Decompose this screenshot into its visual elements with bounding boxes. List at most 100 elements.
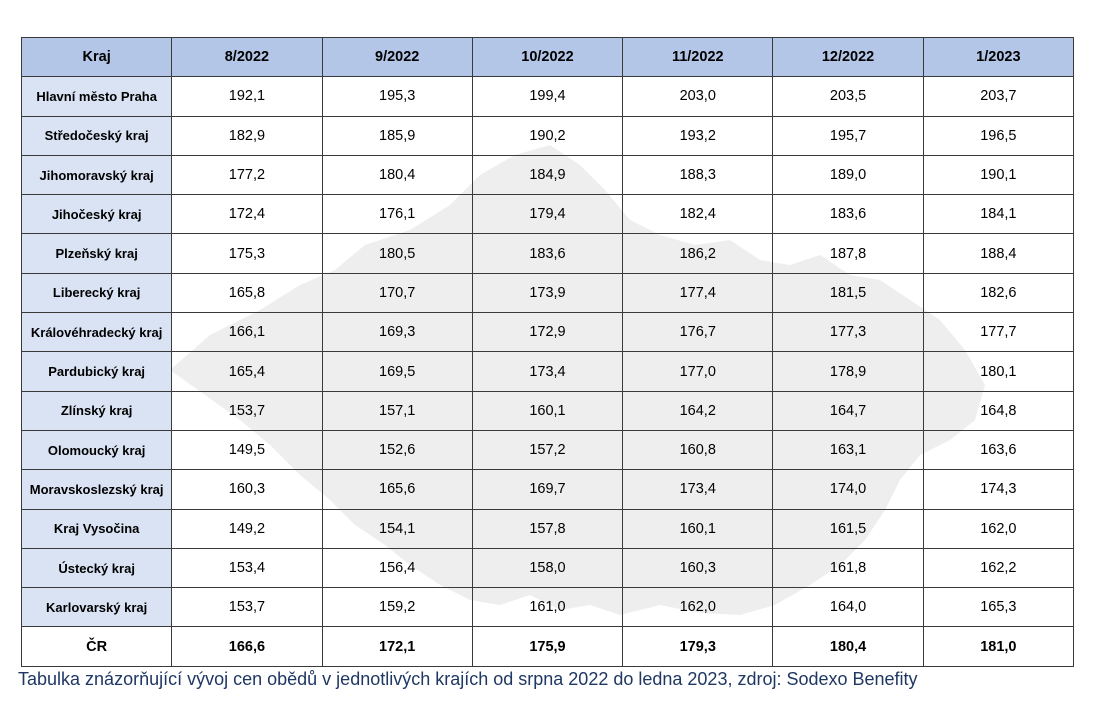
price-cell: 182,4	[622, 194, 774, 235]
price-cell: 164,0	[772, 587, 924, 628]
table-row: Moravskoslezský kraj 160,3 165,6 169,7 173,4…	[20, 469, 1075, 510]
price-cell: 172,9	[471, 312, 624, 353]
price-cell: 157,8	[471, 508, 624, 549]
price-cell: 180,4	[321, 154, 473, 196]
table-row: Středočeský kraj 182,9 185,9 190,2 193,2 195,…	[20, 115, 1075, 156]
price-cell: 192,1	[171, 76, 323, 117]
total-price-cell: 179,3	[622, 626, 774, 667]
price-cell: 157,1	[321, 390, 473, 431]
price-cell: 190,1	[922, 154, 1075, 196]
price-cell: 199,4	[471, 76, 624, 117]
price-cell: 176,7	[622, 312, 774, 353]
price-cell: 174,3	[922, 469, 1075, 510]
price-cell: 183,6	[772, 194, 924, 235]
price-cell: 156,4	[321, 547, 473, 589]
region-name: Jihomoravský kraj	[20, 154, 173, 196]
region-name: Olomoucký kraj	[20, 429, 173, 471]
price-cell: 182,6	[922, 272, 1075, 314]
price-cell: 169,5	[321, 351, 473, 392]
price-cell: 203,0	[622, 76, 774, 117]
price-cell: 178,9	[772, 351, 924, 392]
table-header-row: Kraj 8/2022 9/2022 10/2022 11/2022 12/20…	[20, 36, 1075, 78]
price-cell: 183,6	[471, 233, 624, 274]
region-name: Zlínský kraj	[20, 390, 173, 431]
price-cell: 153,7	[171, 587, 323, 628]
price-cell: 203,7	[922, 76, 1075, 117]
region-name: Pardubický kraj	[20, 351, 173, 392]
price-cell: 164,8	[922, 390, 1075, 431]
price-cell: 188,4	[922, 233, 1075, 274]
table-row: Karlovarský kraj 153,7 159,2 161,0 162,0 164,…	[20, 587, 1075, 628]
table-row: Kraj Vysočina 149,2 154,1 157,8 160,1 161,5 16…	[20, 508, 1075, 549]
total-price-cell: 166,6	[171, 626, 323, 667]
price-cell: 177,4	[622, 272, 774, 314]
column-header-region: Kraj	[20, 36, 173, 78]
price-cell: 184,1	[922, 194, 1075, 235]
price-cell: 162,2	[922, 547, 1075, 589]
price-cell: 193,2	[622, 115, 774, 156]
price-cell: 158,0	[471, 547, 624, 589]
total-price-cell: 181,0	[922, 626, 1075, 667]
table-row: Zlínský kraj 153,7 157,1 160,1 164,2 164,7 164…	[20, 390, 1075, 431]
price-cell: 160,8	[622, 429, 774, 471]
price-cell: 160,1	[622, 508, 774, 549]
price-cell: 170,7	[321, 272, 473, 314]
price-cell: 165,4	[171, 351, 323, 392]
price-cell: 175,3	[171, 233, 323, 274]
price-cell: 169,3	[321, 312, 473, 353]
total-label: ČR	[20, 626, 173, 667]
price-cell: 177,3	[772, 312, 924, 353]
total-price-cell: 172,1	[321, 626, 473, 667]
price-cell: 154,1	[321, 508, 473, 549]
price-cell: 149,2	[171, 508, 323, 549]
price-cell: 165,3	[922, 587, 1075, 628]
lunch-price-table: Kraj 8/2022 9/2022 10/2022 11/2022 12/20…	[20, 36, 1075, 667]
region-name: Plzeňský kraj	[20, 233, 173, 274]
price-cell: 180,1	[922, 351, 1075, 392]
column-header-month: 1/2023	[922, 36, 1075, 78]
price-cell: 157,2	[471, 429, 624, 471]
table-row: Hlavní město Praha 192,1 195,3 199,4 203,0 20…	[20, 76, 1075, 117]
region-name: Moravskoslezský kraj	[20, 469, 173, 510]
price-cell: 195,7	[772, 115, 924, 156]
region-name: Karlovarský kraj	[20, 587, 173, 628]
price-cell: 174,0	[772, 469, 924, 510]
table-body: Hlavní město Praha 192,1 195,3 199,4 203,0 20…	[20, 76, 1075, 667]
price-cell: 164,7	[772, 390, 924, 431]
price-cell: 173,4	[622, 469, 774, 510]
price-cell: 159,2	[321, 587, 473, 628]
price-cell: 176,1	[321, 194, 473, 235]
price-cell: 184,9	[471, 154, 624, 196]
column-header-month: 8/2022	[171, 36, 323, 78]
price-cell: 161,0	[471, 587, 624, 628]
table-row: Pardubický kraj 165,4 169,5 173,4 177,0 178,9…	[20, 351, 1075, 392]
price-cell: 165,8	[171, 272, 323, 314]
price-cell: 177,7	[922, 312, 1075, 353]
column-header-month: 11/2022	[622, 36, 774, 78]
price-cell: 177,0	[622, 351, 774, 392]
price-cell: 153,4	[171, 547, 323, 589]
price-cell: 161,5	[772, 508, 924, 549]
region-name: Středočeský kraj	[20, 115, 173, 156]
price-cell: 173,4	[471, 351, 624, 392]
price-cell: 187,8	[772, 233, 924, 274]
table-row: Ústecký kraj 153,4 156,4 158,0 160,3 161,8 162…	[20, 547, 1075, 589]
price-cell: 160,3	[622, 547, 774, 589]
price-cell: 163,6	[922, 429, 1075, 471]
table-row: Královéhradecký kraj 166,1 169,3 172,9 176,7…	[20, 312, 1075, 353]
price-cell: 172,4	[171, 194, 323, 235]
price-cell: 164,2	[622, 390, 774, 431]
price-cell: 186,2	[622, 233, 774, 274]
total-price-cell: 175,9	[471, 626, 624, 667]
price-cell: 163,1	[772, 429, 924, 471]
price-cell: 149,5	[171, 429, 323, 471]
price-cell: 180,5	[321, 233, 473, 274]
price-cell: 190,2	[471, 115, 624, 156]
table-row: Jihomoravský kraj 177,2 180,4 184,9 188,3 189…	[20, 154, 1075, 196]
price-cell: 189,0	[772, 154, 924, 196]
region-name: Hlavní město Praha	[20, 76, 173, 117]
price-cell: 162,0	[622, 587, 774, 628]
price-cell: 165,6	[321, 469, 473, 510]
region-name: Liberecký kraj	[20, 272, 173, 314]
price-cell: 169,7	[471, 469, 624, 510]
